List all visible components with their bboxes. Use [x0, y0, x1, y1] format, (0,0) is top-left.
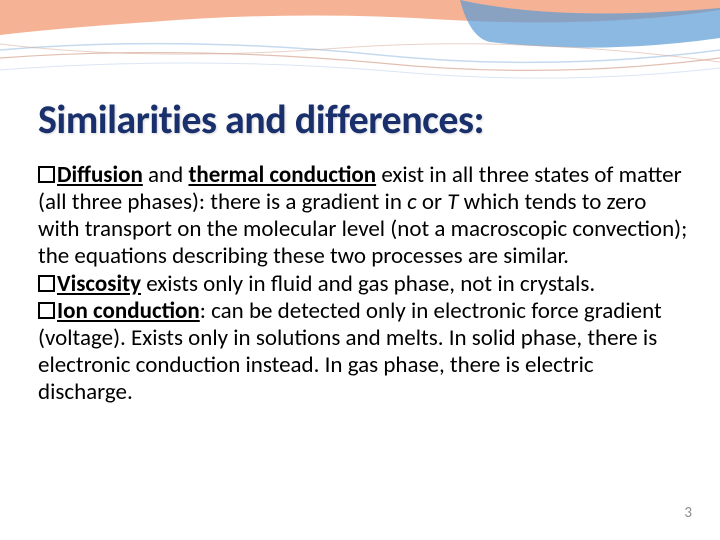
bullet-square-icon	[38, 275, 55, 292]
bullet-item: Diffusion and thermal conduction exist i…	[38, 162, 688, 271]
text-run: Viscosity	[57, 270, 141, 298]
text-run: c	[407, 188, 417, 216]
page-number: 3	[684, 504, 692, 522]
text-run: and	[143, 161, 189, 189]
text-run: or	[417, 188, 448, 216]
bullet-square-icon	[38, 302, 55, 319]
slide-body: Diffusion and thermal conduction exist i…	[38, 162, 688, 406]
text-run: exists only in fluid and gas phase, not …	[141, 270, 595, 298]
bullet-item: Viscosity exists only in fluid and gas p…	[38, 271, 688, 298]
text-run: thermal conduction	[188, 161, 376, 189]
text-run: Diffusion	[57, 161, 143, 189]
header-wave-decoration	[0, 0, 720, 100]
text-run: T	[447, 188, 458, 216]
slide-content: Similarities and differences: Diffusion …	[38, 95, 688, 406]
bullet-item: Ion conduction: can be detected only in …	[38, 298, 688, 407]
text-run: Ion conduction	[57, 297, 200, 325]
slide-title: Similarities and differences:	[38, 95, 688, 144]
bullet-square-icon	[38, 166, 55, 183]
